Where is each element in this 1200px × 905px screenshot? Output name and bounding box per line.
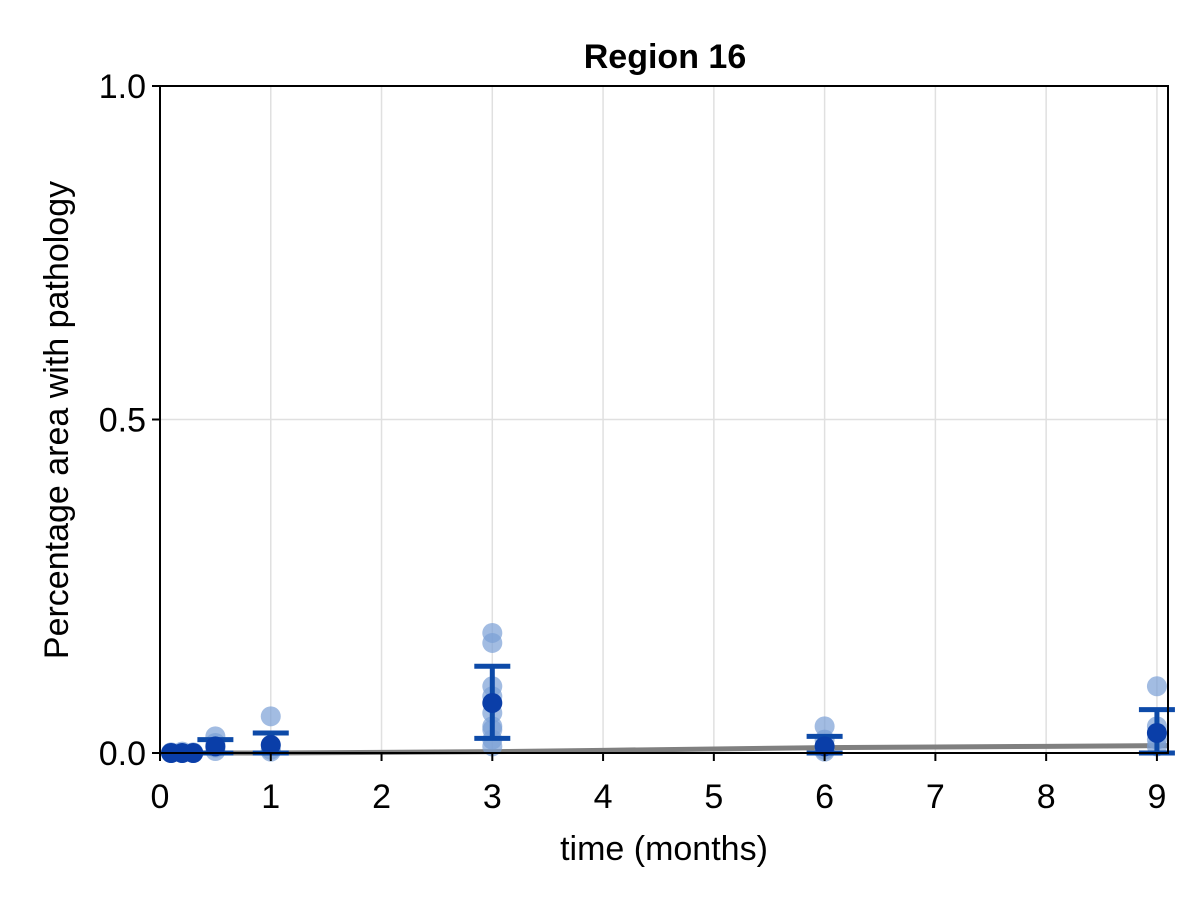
x-axis-label: time (months) <box>560 830 768 868</box>
error-bars-layer <box>197 663 1175 756</box>
mean-point <box>260 734 281 755</box>
x-tick-label: 7 <box>926 778 945 816</box>
axis-layer: 0 1 2 3 4 5 6 7 8 9 0.0 0.5 1.0 <box>99 68 1167 816</box>
y-tick-label: 1.0 <box>99 68 146 106</box>
x-tick-label: 3 <box>483 778 502 816</box>
model-layer <box>160 743 1168 756</box>
means-layer <box>161 692 1167 763</box>
observations-layer <box>161 622 1167 763</box>
x-tick-label: 0 <box>151 778 170 816</box>
x-tick-label: 1 <box>261 778 280 816</box>
x-tick-label: 5 <box>704 778 723 816</box>
y-axis-label: Percentage area with pathology <box>38 181 76 659</box>
observation-point <box>260 706 281 727</box>
model-line <box>160 743 1168 756</box>
grid-layer <box>159 85 1168 754</box>
mean-point <box>482 692 503 713</box>
observation-point <box>1146 676 1167 697</box>
observation-point <box>482 736 503 757</box>
observation-point <box>482 632 503 653</box>
y-tick-label: 0.0 <box>99 735 146 773</box>
x-tick-label: 4 <box>594 778 613 816</box>
mean-point <box>1146 722 1167 743</box>
x-tick-label: 9 <box>1147 778 1166 816</box>
mean-point <box>814 736 835 757</box>
y-tick-label: 0.5 <box>99 402 146 440</box>
mean-point <box>205 736 226 757</box>
x-tick-label: 6 <box>815 778 834 816</box>
x-tick-label: 8 <box>1037 778 1056 816</box>
chart-title: Region 16 <box>584 38 746 76</box>
x-tick-label: 2 <box>372 778 391 816</box>
